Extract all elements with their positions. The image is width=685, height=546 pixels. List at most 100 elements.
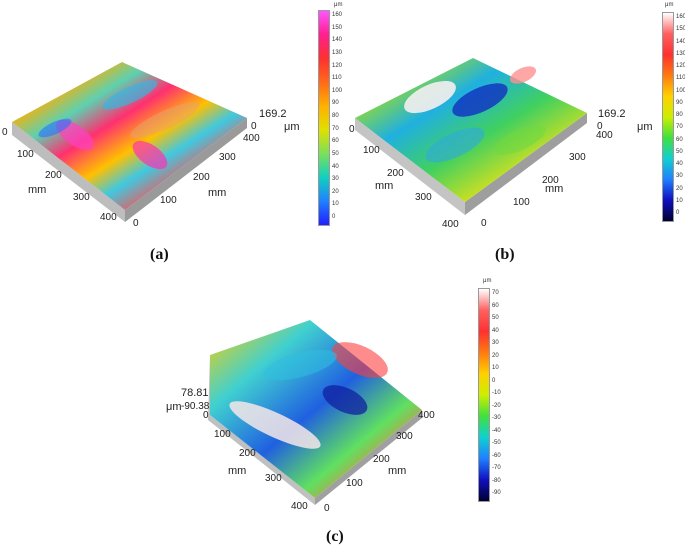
colorbar-tick: 30	[332, 176, 339, 183]
colorbar-tick: 20	[492, 352, 499, 359]
right-tick: 400	[418, 410, 435, 421]
colorbar-tick: 30	[676, 173, 683, 180]
surface-side-left	[12, 122, 125, 222]
surface-peak	[132, 140, 168, 170]
right-tick: 300	[396, 431, 413, 442]
colorbar-tick: -70	[492, 465, 501, 471]
colorbar-tick: 80	[676, 112, 683, 118]
colorbar-tick: 130	[676, 50, 685, 57]
left-tick: 300	[265, 473, 282, 484]
panel-c: 78.81 μm -90.38 0 100 200 300 400 mm 0 1…	[160, 270, 520, 546]
colorbar-tick: 60	[676, 136, 683, 143]
surface-peak	[404, 80, 456, 114]
left-axis-unit: mm	[28, 184, 47, 196]
colorbar-tick: 140	[676, 38, 685, 45]
colorbar-tick: 100	[676, 87, 685, 94]
colorbar-tick: 50	[676, 148, 683, 155]
surface-valley	[102, 80, 158, 110]
surface-valley	[38, 118, 72, 138]
colorbar-tick: 90	[676, 99, 683, 106]
colorbar-unit: μm	[334, 2, 343, 8]
left-tick: 0	[349, 124, 355, 135]
colorbar-tick: -40	[492, 427, 501, 434]
colorbar-tick: -60	[492, 452, 501, 459]
colorbar-tick: 20	[332, 188, 339, 195]
left-axis-unit: mm	[375, 180, 394, 192]
left-tick: 0	[203, 410, 209, 421]
colorbar-a	[318, 10, 330, 226]
colorbar-tick: -80	[492, 477, 501, 484]
z-unit-label: μm	[284, 121, 300, 133]
left-tick: 100	[17, 149, 34, 160]
left-axis-unit: mm	[228, 465, 247, 477]
zmax-label: 78.81	[181, 387, 209, 399]
surface-top	[12, 62, 247, 210]
colorbar-tick: 120	[332, 62, 343, 69]
colorbar-unit: μm	[665, 2, 674, 8]
colorbar-tick: 160	[332, 12, 343, 18]
colorbar-tick: 0	[492, 377, 496, 384]
left-tick: 400	[442, 219, 459, 230]
surface-texture	[130, 101, 200, 139]
surface-valley	[452, 83, 508, 117]
colorbar-tick: -50	[492, 440, 501, 446]
colorbar-ticks-b: 160 150 140 130 120 110 100 90 80 70 60 50 40 30 20 10 0	[662, 12, 685, 220]
colorbar-tick: 0	[332, 214, 336, 220]
colorbar-tick: 30	[492, 340, 499, 346]
left-tick: 0	[2, 127, 8, 138]
left-tick: 200	[387, 168, 404, 179]
surface-valley	[425, 127, 485, 163]
surface-peak	[332, 342, 388, 378]
z-unit-label: μm	[637, 121, 653, 133]
colorbar-tick: 90	[332, 100, 339, 107]
right-tick: 400	[596, 130, 613, 141]
right-tick: 100	[346, 478, 363, 489]
surface-side-right	[125, 118, 247, 222]
surface-top	[210, 320, 422, 498]
colorbar-ticks-c: 70 60 50 40 30 20 10 0 -10 -20 -30 -40 -50 -60 -70 -80 -…	[478, 288, 508, 500]
right-tick: 100	[513, 197, 530, 208]
colorbar-tick: 110	[676, 75, 685, 82]
right-tick: 0	[133, 218, 139, 229]
surface-peak	[509, 66, 537, 84]
colorbar-tick: -90	[492, 490, 501, 496]
zmax-label: 169.2	[598, 108, 626, 120]
left-tick: 200	[45, 170, 62, 181]
colorbar-tick: 70	[676, 124, 683, 131]
colorbar-c	[478, 288, 490, 502]
left-tick: 300	[73, 192, 90, 203]
left-tick: 400	[100, 212, 117, 223]
surface-plot-a	[12, 62, 247, 222]
colorbar-tick: 10	[492, 365, 499, 371]
colorbar-tick: 100	[332, 87, 343, 94]
z-unit-label: μm	[166, 401, 182, 413]
right-tick: 0	[324, 503, 330, 514]
colorbar-tick: 160	[676, 14, 685, 20]
colorbar-tick: -30	[492, 415, 501, 421]
zmin-label: 0	[251, 121, 257, 132]
right-tick: 0	[481, 218, 487, 229]
colorbar-tick: 50	[332, 150, 339, 157]
left-tick: 300	[415, 192, 432, 203]
colorbar-tick: 20	[676, 185, 683, 192]
colorbar-tick: 50	[492, 315, 499, 321]
surface-peak	[229, 401, 321, 449]
colorbar-tick: 70	[492, 290, 499, 296]
left-tick: 100	[363, 145, 380, 156]
colorbar-tick: 130	[332, 49, 343, 56]
zmax-label: 169.2	[259, 108, 287, 120]
right-tick: 200	[373, 454, 390, 465]
colorbar-tick: 120	[676, 63, 685, 69]
caption-b: (b)	[495, 246, 515, 263]
right-tick: 400	[243, 133, 260, 144]
surface-side-right	[465, 113, 587, 215]
caption-a: (a)	[150, 246, 169, 263]
surface-valley	[322, 385, 368, 415]
right-tick: 100	[160, 195, 177, 206]
colorbar-tick: -20	[492, 402, 501, 409]
surface-side-left	[355, 118, 465, 215]
right-tick: 200	[542, 175, 559, 186]
colorbar-tick: 110	[332, 75, 342, 82]
panel-b: 169.2 0 μm 0 100 200 300 400 mm 0 100 20…	[345, 0, 685, 270]
colorbar-tick: 60	[332, 138, 339, 145]
